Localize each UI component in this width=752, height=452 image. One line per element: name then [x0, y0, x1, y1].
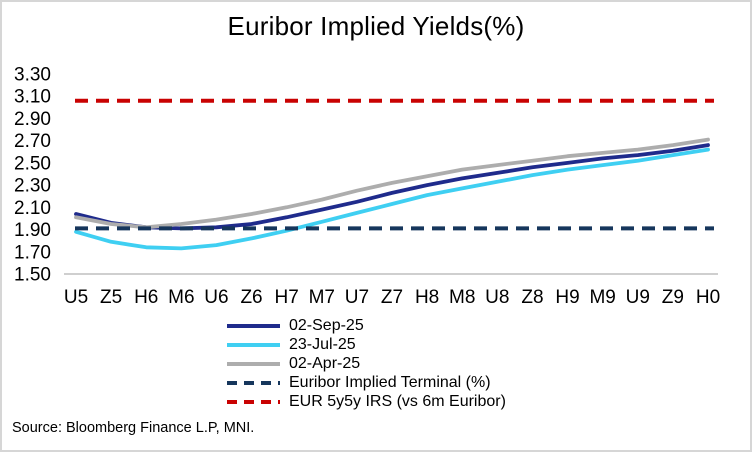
source-note: Source: Bloomberg Finance L.P, MNI.	[12, 420, 255, 436]
series-line-23-jul-25	[74, 147, 710, 251]
x-axis-tick-label: M6	[168, 287, 194, 308]
x-axis-tick-label: H8	[415, 287, 439, 308]
y-axis-tick-label: 2.90	[14, 109, 51, 130]
legend-label: 02-Sep-25	[289, 317, 364, 334]
x-axis-tick-label: H7	[275, 287, 299, 308]
legend-item: EUR 5y5y IRS (vs 6m Euribor)	[227, 392, 506, 411]
legend-label: Euribor Implied Terminal (%)	[289, 374, 491, 391]
x-axis-tick-label: U7	[345, 287, 369, 308]
x-axis-tick-label: Z6	[240, 287, 262, 308]
x-axis-tick-label: Z7	[381, 287, 403, 308]
x-axis-tick-label: U9	[626, 287, 650, 308]
x-axis-tick-label: Z8	[521, 287, 543, 308]
series-line-02-sep-25	[74, 143, 710, 231]
legend: 02-Sep-25 23-Jul-25 02-Apr-25 Euribor Impli…	[227, 316, 506, 411]
x-axis-tick-label: Z9	[662, 287, 684, 308]
x-axis-tick-label: M9	[589, 287, 615, 308]
legend-line-swatch	[227, 323, 280, 328]
y-axis-tick-label: 2.70	[14, 131, 51, 152]
x-axis-tick-label: U6	[204, 287, 228, 308]
legend-label: 02-Apr-25	[289, 355, 361, 372]
y-axis-tick-label: 3.10	[14, 87, 51, 108]
legend-label: EUR 5y5y IRS (vs 6m Euribor)	[289, 393, 506, 410]
y-axis-tick-label: 1.90	[14, 220, 51, 241]
y-axis-tick-label: 1.50	[14, 265, 51, 286]
legend-item: 02-Apr-25	[227, 354, 506, 373]
legend-item: 23-Jul-25	[227, 335, 506, 354]
y-axis-tick-label: 2.30	[14, 176, 51, 197]
y-axis-tick-label: 2.50	[14, 153, 51, 174]
x-axis-tick-label: H6	[134, 287, 158, 308]
x-axis-tick-label: M7	[309, 287, 335, 308]
x-axis-tick-label: H9	[555, 287, 579, 308]
y-axis-tick-label: 2.10	[14, 198, 51, 219]
chart-title: Euribor Implied Yields(%)	[227, 11, 525, 41]
legend-item: 02-Sep-25	[227, 316, 506, 335]
legend-item: Euribor Implied Terminal (%)	[227, 373, 506, 392]
y-axis-tick-label: 3.30	[14, 65, 51, 86]
legend-label: 23-Jul-25	[289, 336, 356, 353]
series-line-02-apr-25	[74, 137, 710, 230]
y-axis-tick-label: 1.70	[14, 242, 51, 263]
x-axis-tick-label: Z5	[100, 287, 122, 308]
x-axis-tick-label: U5	[64, 287, 88, 308]
legend-dashed-line-swatch	[227, 399, 280, 404]
legend-line-swatch	[227, 342, 280, 347]
legend-line-swatch	[227, 361, 280, 366]
x-axis-tick-label: M8	[449, 287, 475, 308]
x-axis-tick-label: U8	[485, 287, 509, 308]
legend-dashed-line-swatch	[227, 380, 280, 385]
x-axis-tick-label: H0	[696, 287, 720, 308]
